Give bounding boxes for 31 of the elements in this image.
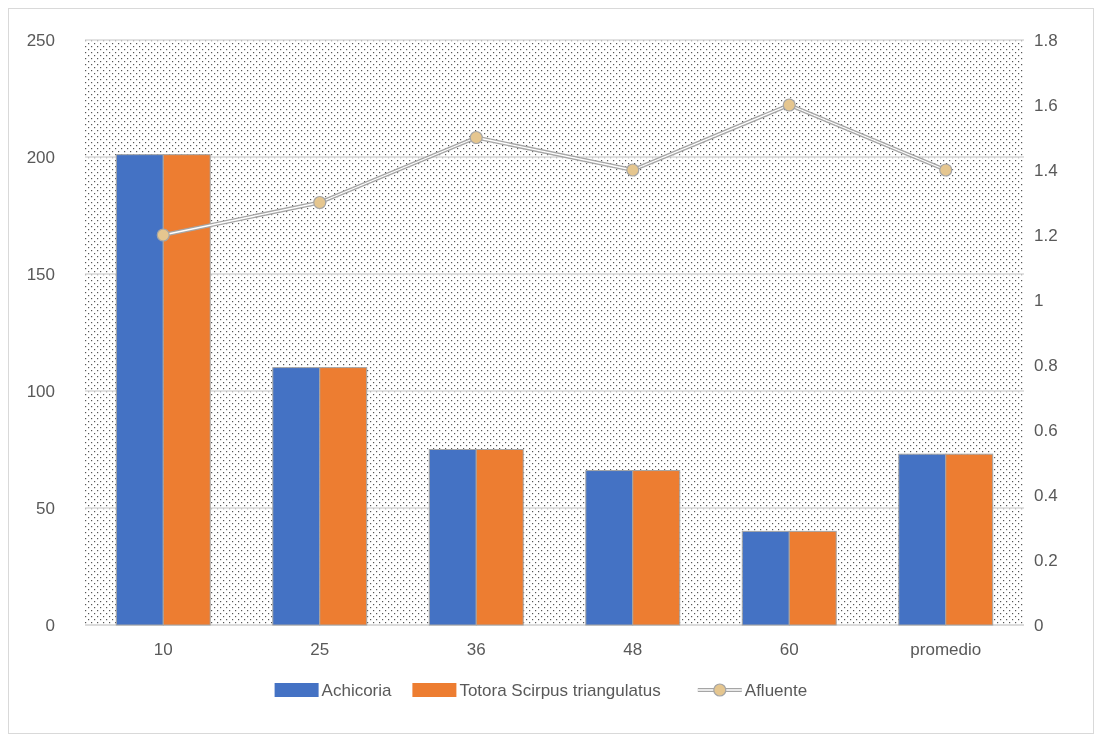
point [313,195,327,210]
x-tick-label: promedio [910,640,982,659]
y2-tick-label: 1.8 [1034,30,1058,50]
y-tick-label: 150 [26,264,55,284]
y2-tick-label: 1.4 [1034,160,1058,180]
legend-label: Afluente [744,680,808,700]
y-tick-label: 250 [26,30,55,50]
x-tick-label: 48 [623,640,643,659]
x-tick-label: 25 [310,640,330,659]
y2-tick-label: 0.2 [1034,550,1058,570]
y-tick-label: 200 [26,147,55,167]
y2-tick-label: 0.4 [1034,485,1058,505]
point [939,163,953,177]
legend-label: Totora Scirpus triangulatus [459,680,661,700]
y2-tick-label: 0.8 [1034,355,1058,375]
y-tick-label: 50 [36,498,55,518]
y2-tick-label: 0 [1034,615,1044,635]
point [782,98,796,112]
x-tick-label: 36 [466,640,486,659]
y2-tick-label: 1.6 [1034,95,1058,115]
y2-tick-label: 0.6 [1034,420,1058,440]
point [469,130,483,145]
x-tick-label: 60 [779,640,799,659]
y2-tick-label: 1.2 [1034,225,1058,245]
y-tick-label: 0 [45,615,55,635]
y-tick-label: 100 [26,381,55,401]
x-tick-label: 10 [153,640,173,659]
point [156,228,170,242]
legend-label: Achicoria [321,680,393,700]
point [626,163,640,177]
y2-tick-label: 1 [1034,290,1044,310]
